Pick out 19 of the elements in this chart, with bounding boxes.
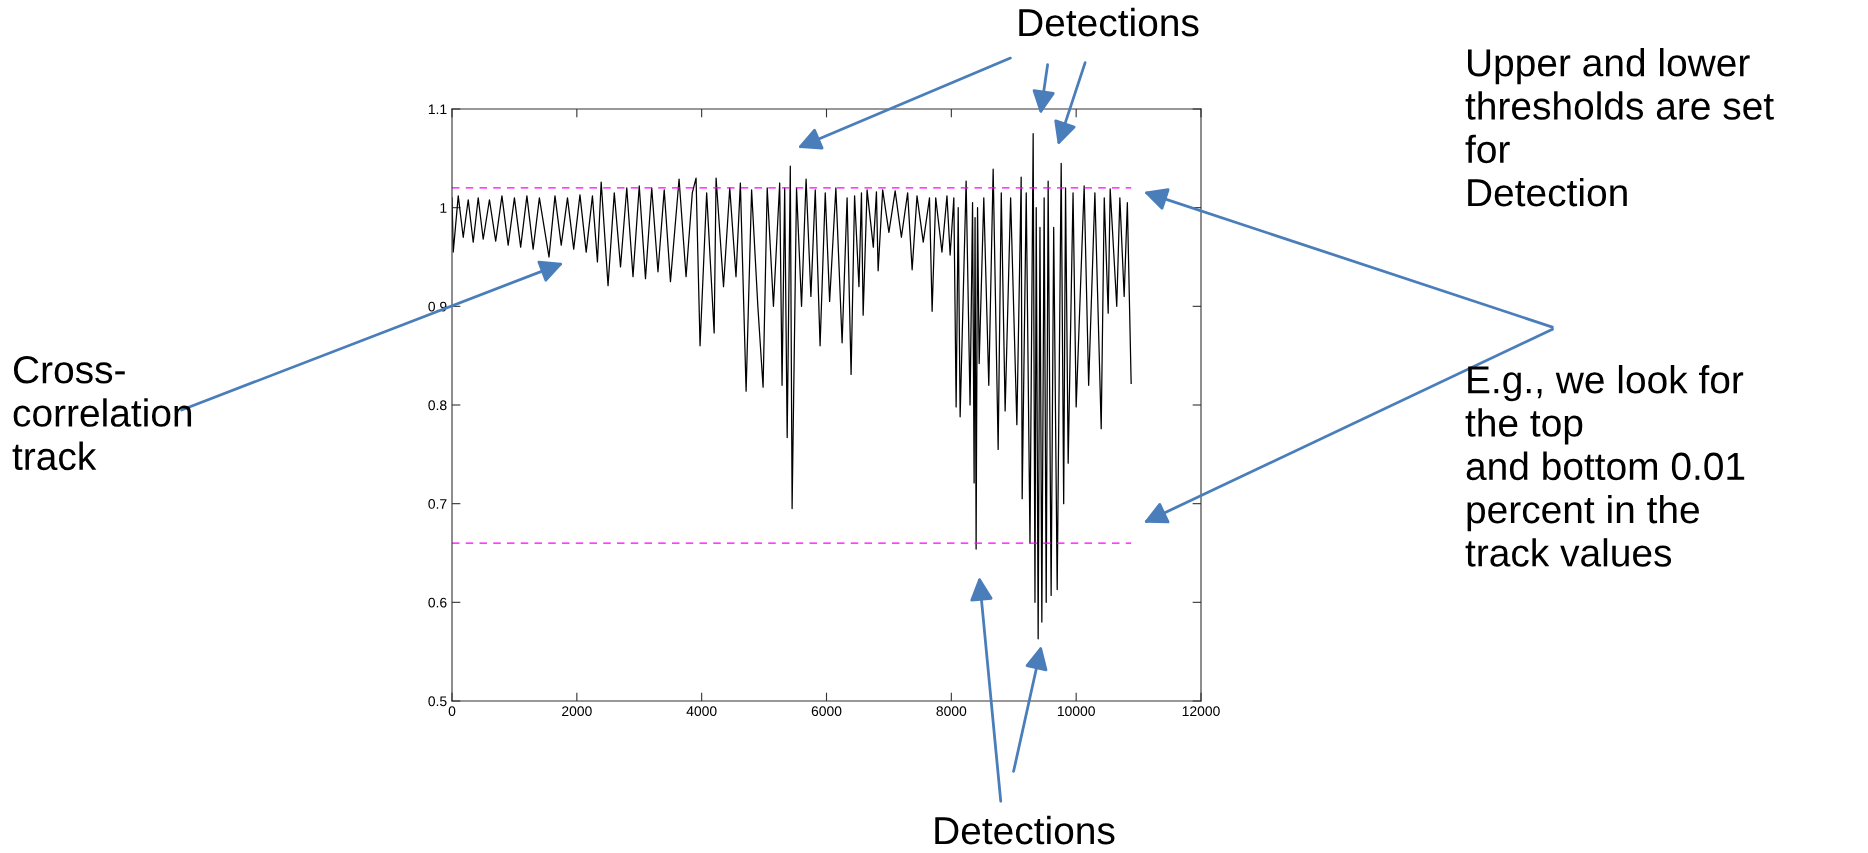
y-tick-label: 0.5 [428,696,447,707]
text: Detections [1019,7,1199,37]
x-tick-label: 4000 [686,706,717,717]
y-tick-label: 1 [440,203,447,213]
y-tick-label: 1.1 [428,104,447,115]
text: Detections [935,815,1115,845]
text: Upper and lower thresholds are set for Detection [1465,48,1774,207]
x-tick-label: 8000 [936,706,967,717]
x-tick-label: 6000 [811,706,842,717]
x-tick-label: 2000 [562,706,592,717]
y-tick-label: 0.7 [428,499,447,509]
y-tick-label: 0.6 [428,597,447,608]
x-tick-label: 0 [448,706,456,717]
y-tick-label: 0.8 [428,400,447,411]
text: Cross- correlation track [12,356,192,471]
x-tick-label: 10000 [1057,706,1095,717]
x-tick-label: 12000 [1182,706,1220,717]
line-series [452,133,1132,640]
text: E.g., we look for the top and bottom 0.01 percent in the track values [1465,365,1745,567]
